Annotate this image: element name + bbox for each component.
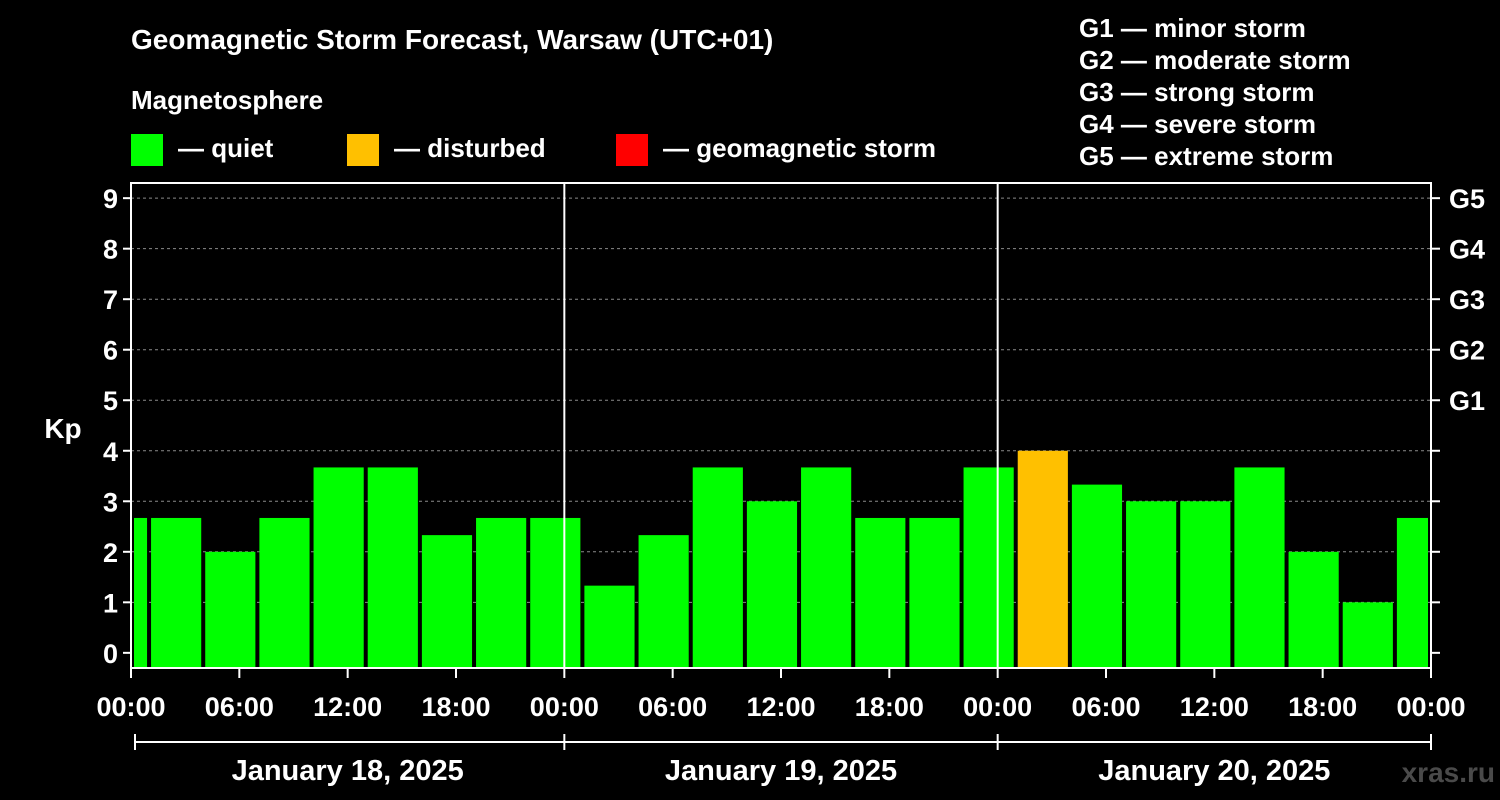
x-tick-label: 12:00 bbox=[313, 692, 382, 722]
y-tick-label: 0 bbox=[103, 639, 118, 669]
y-tick-label: 5 bbox=[103, 386, 118, 416]
x-tick-label: 18:00 bbox=[855, 692, 924, 722]
kp-bar bbox=[1126, 501, 1177, 668]
kp-bar bbox=[259, 517, 310, 668]
legend-label: — quiet bbox=[178, 133, 274, 163]
date-label: January 20, 2025 bbox=[1098, 755, 1330, 787]
storm-scale-item: G1 — minor storm bbox=[1079, 13, 1306, 43]
watermark: xras.ru bbox=[1402, 757, 1495, 788]
x-tick-label: 00:00 bbox=[530, 692, 599, 722]
x-tick-label: 12:00 bbox=[746, 692, 815, 722]
chart-title: Geomagnetic Storm Forecast, Warsaw (UTC+… bbox=[131, 24, 773, 55]
storm-level-label: G3 bbox=[1449, 285, 1485, 315]
kp-bar bbox=[1288, 551, 1339, 668]
bar-series bbox=[134, 450, 1428, 668]
x-tick-label: 00:00 bbox=[1396, 692, 1465, 722]
storm-level-axis: G1 G2 G3 G4 G5 bbox=[1431, 184, 1485, 654]
date-label: January 19, 2025 bbox=[665, 755, 897, 787]
kp-bar bbox=[421, 535, 473, 668]
legend-label: — geomagnetic storm bbox=[663, 133, 936, 163]
y-axis-label: Kp bbox=[44, 413, 81, 444]
kp-bar bbox=[205, 551, 256, 668]
legend: — quiet — disturbed — geomagnetic storm bbox=[131, 133, 936, 166]
kp-bar bbox=[638, 535, 689, 668]
x-tick-label: 06:00 bbox=[1071, 692, 1140, 722]
storm-scale-item: G4 — severe storm bbox=[1079, 109, 1316, 139]
legend-swatch bbox=[347, 134, 379, 166]
date-axis: January 18, 2025 January 19, 2025 January … bbox=[134, 734, 1432, 787]
storm-scale-item: G5 — extreme storm bbox=[1079, 141, 1333, 171]
kp-bar bbox=[584, 585, 635, 668]
date-label: January 18, 2025 bbox=[232, 755, 464, 787]
x-axis: 00:00 06:00 12:00 18:00 00:00 06:00 12:00 18:00… bbox=[96, 668, 1466, 722]
kp-bar bbox=[367, 467, 418, 668]
kp-bar bbox=[1234, 467, 1285, 668]
x-tick-label: 18:00 bbox=[421, 692, 490, 722]
x-tick-label: 06:00 bbox=[638, 692, 707, 722]
storm-scale-item: G2 — moderate storm bbox=[1079, 45, 1351, 75]
storm-level-label: G1 bbox=[1449, 386, 1485, 416]
storm-scale-item: G3 — strong storm bbox=[1079, 77, 1314, 107]
x-tick-label: 18:00 bbox=[1288, 692, 1357, 722]
kp-bar bbox=[855, 517, 906, 668]
kp-bar bbox=[1342, 602, 1393, 668]
x-tick-label: 06:00 bbox=[205, 692, 274, 722]
kp-bar bbox=[909, 517, 960, 668]
x-tick-label: 00:00 bbox=[96, 692, 165, 722]
legend-swatch bbox=[616, 134, 648, 166]
legend-label: — disturbed bbox=[394, 133, 546, 163]
kp-bar bbox=[746, 501, 798, 668]
y-tick-label: 3 bbox=[103, 487, 118, 517]
storm-level-label: G4 bbox=[1449, 235, 1485, 265]
x-tick-label: 00:00 bbox=[963, 692, 1032, 722]
kp-bar bbox=[1180, 501, 1231, 668]
y-tick-label: 7 bbox=[103, 285, 118, 315]
legend-title: Magnetosphere bbox=[131, 85, 323, 115]
y-tick-label: 6 bbox=[103, 336, 118, 366]
kp-bar bbox=[1071, 484, 1123, 668]
legend-swatch bbox=[131, 134, 163, 166]
chart-header: Geomagnetic Storm Forecast, Warsaw (UTC+… bbox=[131, 24, 773, 115]
kp-bar bbox=[801, 467, 852, 668]
y-tick-label: 4 bbox=[103, 437, 118, 467]
kp-bar bbox=[1017, 450, 1068, 668]
y-tick-label: 1 bbox=[103, 588, 118, 618]
kp-bar bbox=[1396, 517, 1428, 668]
kp-bar bbox=[530, 517, 581, 668]
storm-level-label: G5 bbox=[1449, 184, 1485, 214]
y-axis: Kp 0 1 2 3 4 5 6 7 8 9 bbox=[44, 184, 131, 669]
y-tick-label: 9 bbox=[103, 184, 118, 214]
x-tick-label: 12:00 bbox=[1180, 692, 1249, 722]
kp-bar bbox=[963, 467, 1014, 668]
storm-level-label: G2 bbox=[1449, 336, 1485, 366]
y-tick-label: 2 bbox=[103, 538, 118, 568]
kp-bar bbox=[151, 517, 202, 668]
kp-bar bbox=[476, 517, 527, 668]
y-tick-label: 8 bbox=[103, 235, 118, 265]
kp-bar bbox=[692, 467, 743, 668]
kp-bar bbox=[134, 517, 148, 668]
kp-bar bbox=[313, 467, 364, 668]
